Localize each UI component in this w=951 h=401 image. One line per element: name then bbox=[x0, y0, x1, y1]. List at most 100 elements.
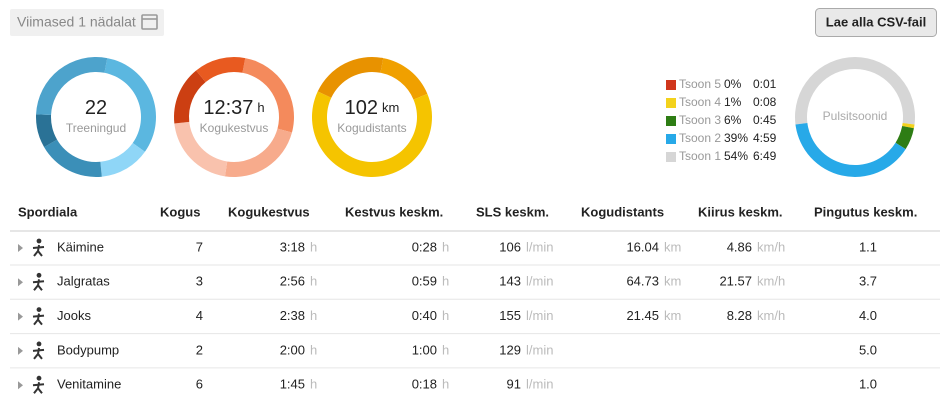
summary-number: 102 bbox=[345, 97, 378, 119]
csv-button-label[interactable]: Lae alla CSV-fail bbox=[826, 14, 926, 29]
cell-value: 8.28 bbox=[727, 308, 752, 323]
zone-name: Tsoon 2 bbox=[679, 131, 721, 145]
column-header[interactable]: Kestvus keskm. bbox=[345, 204, 443, 219]
donut-segment bbox=[36, 56, 108, 115]
cell-unit: l/min bbox=[526, 239, 553, 254]
cell-unit: h bbox=[442, 308, 449, 323]
zone-swatch bbox=[666, 134, 676, 144]
expand-arrow[interactable] bbox=[18, 381, 23, 390]
summary-number: 12:37 bbox=[203, 97, 253, 119]
cell-unit: km bbox=[664, 308, 681, 323]
expand-arrow[interactable] bbox=[18, 244, 23, 252]
cell-value: 6 bbox=[196, 377, 203, 392]
icon-head bbox=[36, 341, 42, 347]
sport-icon bbox=[32, 375, 45, 394]
zone-segment bbox=[795, 56, 916, 125]
zone-percent: 39% bbox=[724, 131, 748, 145]
cell-unit: h bbox=[442, 274, 449, 289]
cell-unit: h bbox=[310, 239, 317, 254]
zone-segment bbox=[895, 125, 914, 150]
cell-value: 2 bbox=[196, 342, 203, 357]
column-header[interactable]: Spordiala bbox=[18, 204, 78, 219]
cell-value: 0:18 bbox=[412, 377, 437, 392]
period[interactable]: Viimased 1 nädalat bbox=[17, 14, 136, 30]
sport-icon bbox=[32, 341, 45, 360]
zone-swatch bbox=[666, 152, 676, 162]
icon-body bbox=[32, 244, 45, 257]
column-header[interactable]: Kiirus keskm. bbox=[698, 204, 783, 219]
summary-number: 22 bbox=[85, 97, 107, 119]
zone-time: 0:08 bbox=[753, 95, 777, 109]
column-header[interactable]: Kogudistants bbox=[581, 204, 664, 219]
cell-unit: km/h bbox=[757, 274, 785, 289]
cell-unit: h bbox=[442, 377, 449, 392]
cell-value: 64.73 bbox=[626, 274, 659, 289]
cell-value: 21.45 bbox=[626, 308, 659, 323]
sport-name: Jooks bbox=[57, 308, 91, 323]
column-header[interactable]: Kogukestvus bbox=[228, 204, 310, 219]
donut-segment bbox=[196, 57, 246, 83]
zones-label: Pulsitsoonid bbox=[823, 109, 888, 123]
zone-time: 4:59 bbox=[753, 131, 777, 145]
zone-percent: 1% bbox=[724, 95, 742, 109]
zone-segment bbox=[902, 123, 915, 129]
expand-arrow[interactable] bbox=[18, 312, 23, 321]
period-box[interactable] bbox=[10, 9, 164, 36]
cell-value: 3 bbox=[196, 274, 203, 289]
cell-value: 7 bbox=[196, 239, 203, 254]
cell-value: 143 bbox=[499, 274, 521, 289]
summary-value: 102 km bbox=[345, 97, 400, 119]
cell-unit: h bbox=[310, 377, 317, 392]
cell-value: 3:18 bbox=[280, 239, 305, 254]
donut-segment bbox=[224, 128, 292, 177]
cell-value: 4 bbox=[196, 308, 203, 323]
zone-name: Tsoon 5 bbox=[679, 77, 721, 91]
icon-body bbox=[32, 347, 45, 360]
column-header[interactable]: SLS keskm. bbox=[476, 204, 549, 219]
donut-segment bbox=[174, 70, 206, 124]
donut-segment bbox=[104, 58, 156, 152]
donut-segment bbox=[242, 58, 294, 133]
sport-name: Käimine bbox=[57, 239, 104, 254]
cell-value: 16.04 bbox=[626, 239, 659, 254]
cell-value: 3.7 bbox=[859, 274, 877, 289]
donut-segment bbox=[44, 139, 102, 177]
cell-unit: km bbox=[664, 239, 681, 254]
zone-percent: 54% bbox=[724, 149, 748, 163]
zone-name: Tsoon 3 bbox=[679, 113, 721, 127]
csv-button[interactable] bbox=[815, 8, 937, 37]
icon-head bbox=[36, 238, 42, 244]
cell-unit: km/h bbox=[757, 308, 785, 323]
donut-segment bbox=[380, 58, 428, 100]
cell-value: 4.86 bbox=[727, 239, 752, 254]
cell-value: 0:59 bbox=[412, 274, 437, 289]
cell-value: 1.1 bbox=[859, 239, 877, 254]
zone-swatch bbox=[666, 98, 676, 108]
expand-arrow[interactable] bbox=[18, 278, 23, 287]
cell-value: 91 bbox=[507, 377, 521, 392]
cell-value: 106 bbox=[499, 239, 521, 254]
zone-name: Tsoon 1 bbox=[679, 149, 721, 163]
cell-value: 2:56 bbox=[280, 274, 305, 289]
donut-segment bbox=[312, 91, 433, 177]
summary-value: 22 bbox=[85, 97, 107, 119]
column-header[interactable]: Kogus bbox=[160, 204, 200, 219]
summary-unit: km bbox=[382, 100, 399, 115]
cell-value: 4.0 bbox=[859, 308, 877, 323]
cell-value: 2:38 bbox=[280, 308, 305, 323]
cell-value: 0:28 bbox=[412, 239, 437, 254]
cell-unit: h bbox=[310, 274, 317, 289]
summary-label: Kogudistants bbox=[337, 121, 406, 135]
summary-unit: h bbox=[257, 100, 264, 115]
zone-swatch bbox=[666, 80, 676, 90]
zone-time: 0:45 bbox=[753, 113, 777, 127]
cell-unit: h bbox=[310, 308, 317, 323]
cell-unit: h bbox=[310, 342, 317, 357]
summary-label: Kogukestvus bbox=[200, 121, 269, 135]
expand-arrow[interactable] bbox=[18, 346, 23, 355]
cell-value: 1:00 bbox=[412, 342, 437, 357]
column-header[interactable]: Pingutus keskm. bbox=[814, 204, 917, 219]
zone-name: Tsoon 4 bbox=[679, 95, 721, 109]
sport-icon bbox=[32, 307, 45, 326]
